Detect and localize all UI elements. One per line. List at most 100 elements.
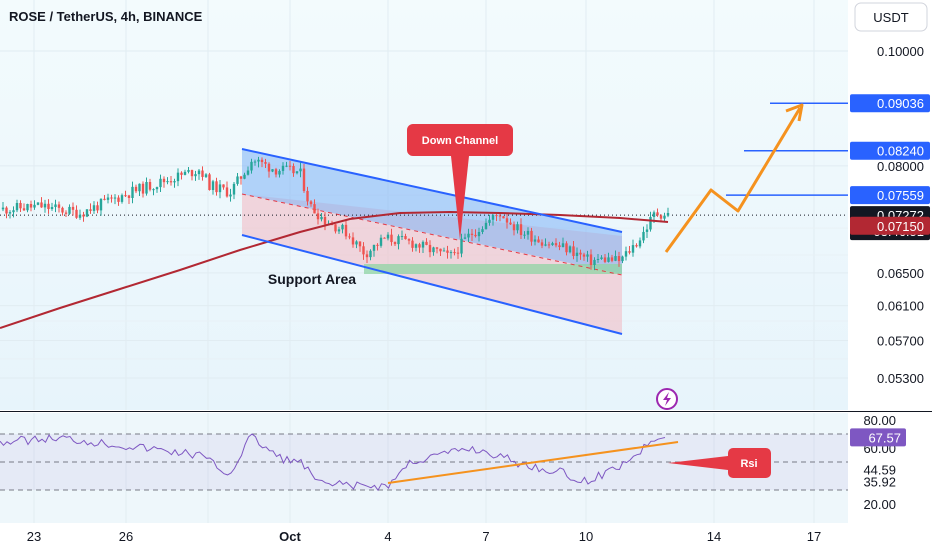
rsi-tick-label: 44.59 — [863, 463, 896, 478]
candle-body — [316, 213, 320, 220]
candle — [288, 160, 292, 171]
lightning-icon[interactable] — [656, 388, 678, 410]
candle-body — [103, 198, 106, 200]
candle-body — [82, 214, 85, 217]
candle — [600, 255, 603, 260]
candle-body — [124, 195, 127, 197]
candle-body — [376, 244, 379, 246]
candle-body — [582, 254, 586, 257]
candle-body — [523, 234, 526, 236]
candle — [36, 202, 40, 206]
candle-body — [285, 165, 288, 167]
candle-body — [323, 216, 327, 225]
candle — [463, 233, 467, 240]
candle-body — [509, 222, 512, 225]
price-tick-label: 0.06500 — [877, 266, 924, 281]
candle — [547, 241, 551, 249]
candle-body — [187, 170, 190, 172]
currency-button[interactable]: USDT — [854, 2, 928, 32]
target-price-label: 0.09036 — [850, 94, 930, 113]
candle-body — [61, 207, 64, 213]
candle — [614, 250, 617, 262]
candle — [645, 224, 649, 239]
candle-body — [99, 198, 103, 211]
candle-body — [180, 172, 183, 175]
candle-body — [390, 234, 393, 243]
price-tick-label: 0.08000 — [877, 159, 924, 174]
candle — [663, 212, 666, 222]
candle — [425, 238, 428, 246]
candle — [239, 175, 243, 185]
candle — [383, 237, 386, 239]
candle-body — [306, 190, 309, 202]
down-channel-callout-shape — [407, 124, 513, 240]
candle — [218, 180, 222, 199]
time-axis[interactable]: 23 26 Oct 4 7 10 14 17 — [27, 529, 821, 544]
candle-body — [50, 207, 54, 210]
time-tick-label: Oct — [279, 529, 301, 544]
candle-body — [211, 181, 215, 191]
candle-body — [460, 238, 463, 254]
candle — [201, 166, 204, 181]
candle — [166, 177, 169, 185]
candle — [19, 200, 22, 212]
candle — [5, 206, 8, 219]
candle-body — [568, 246, 572, 253]
candle — [222, 184, 225, 190]
candle — [372, 244, 376, 257]
candle-body — [43, 203, 47, 208]
candle — [572, 241, 575, 260]
price-tick-label: 0.05700 — [877, 334, 924, 349]
support-area-label: Support Area — [268, 271, 356, 287]
candle — [631, 239, 635, 257]
candle — [180, 171, 183, 180]
candle-body — [334, 224, 337, 232]
candle-body — [29, 204, 33, 208]
candle — [43, 199, 47, 213]
candle-body — [75, 209, 78, 218]
candle-body — [250, 161, 253, 171]
candle — [516, 221, 519, 234]
candle — [197, 168, 201, 180]
candle-body — [565, 243, 568, 253]
candle-body — [631, 245, 635, 253]
candle-body — [246, 170, 250, 175]
candle — [505, 214, 509, 229]
candle-body — [502, 216, 505, 219]
candle-body — [351, 237, 355, 245]
candle-body — [477, 231, 481, 237]
candle — [68, 204, 71, 215]
candle-body — [446, 250, 449, 253]
price-axis[interactable]: 0.10000 0.08000 0.06500 0.06100 0.05700 0.053… — [877, 44, 924, 386]
rsi-current-text: 67.57 — [868, 430, 901, 445]
candle-body — [281, 165, 285, 171]
candle-body — [362, 246, 365, 255]
candle — [54, 199, 57, 213]
candle — [386, 232, 390, 241]
candle — [12, 206, 15, 218]
candle-body — [159, 178, 162, 188]
candle — [358, 241, 362, 252]
candle — [414, 243, 418, 252]
candle-body — [400, 236, 404, 238]
candle-body — [379, 237, 383, 246]
rsi-trendline — [387, 441, 679, 484]
candle — [152, 188, 155, 196]
candle — [509, 218, 512, 225]
candle — [309, 200, 313, 207]
candle-body — [176, 172, 180, 182]
candle-body — [194, 174, 197, 177]
candle — [418, 242, 421, 253]
candle-body — [113, 197, 117, 199]
candle — [75, 205, 78, 219]
candle — [582, 252, 586, 261]
candle-body — [530, 230, 533, 242]
candle — [92, 201, 96, 214]
candle — [26, 203, 29, 213]
candle-body — [138, 183, 141, 192]
candle-body — [554, 243, 558, 246]
candle — [257, 156, 260, 168]
candle-body — [456, 252, 460, 254]
